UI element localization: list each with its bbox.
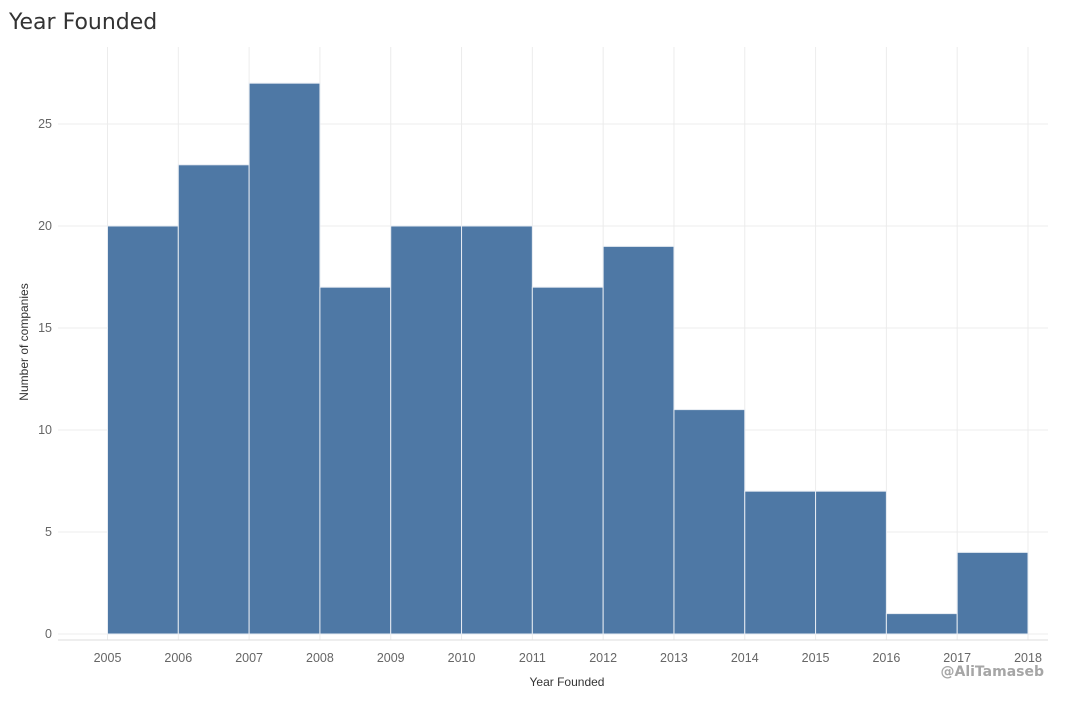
bar-2012: [602, 245, 675, 635]
x-axis-ticks: 2005 2006 2007 2008 2009 2010 2011 2012 2013 2014…: [94, 651, 1042, 665]
bar-2014: [744, 490, 817, 635]
bar-2006: [177, 164, 250, 635]
x-tick-label: 2005: [94, 651, 122, 665]
bar-2008: [319, 286, 392, 635]
y-tick-label: 5: [45, 525, 52, 539]
bar-2009: [390, 225, 463, 635]
x-axis-title: Year Founded: [530, 675, 605, 689]
y-axis-ticks: 0 5 10 15 20 25: [38, 117, 52, 641]
x-tick-label: 2006: [164, 651, 192, 665]
x-tick-label: 2007: [235, 651, 263, 665]
x-tick-label: 2016: [872, 651, 900, 665]
y-tick-label: 10: [38, 423, 52, 437]
y-tick-label: 20: [38, 219, 52, 233]
x-tick-label: 2010: [448, 651, 476, 665]
bar-2007: [248, 82, 321, 635]
x-tick-label: 2014: [731, 651, 759, 665]
x-tick-label: 2015: [802, 651, 830, 665]
bar-2013: [673, 409, 746, 635]
bar-2011: [531, 286, 604, 635]
y-axis-title: Number of companies: [17, 283, 31, 400]
page-title: Year Founded: [9, 10, 158, 35]
bar-2005: [107, 225, 179, 635]
x-tick-label: 2017: [943, 651, 971, 665]
x-tick-label: 2011: [519, 651, 546, 665]
x-tick-label: 2018: [1014, 651, 1042, 665]
bar-2017: [956, 551, 1029, 635]
x-tick-label: 2009: [377, 651, 405, 665]
bar-2010: [461, 225, 533, 635]
x-tick-label: 2008: [306, 651, 334, 665]
watermark-text: @AliTamaseb: [940, 664, 1044, 680]
y-tick-label: 25: [38, 117, 52, 131]
y-tick-label: 15: [38, 321, 52, 335]
bar-2016: [885, 613, 958, 635]
bar-2015: [815, 490, 887, 635]
x-tick-label: 2013: [660, 651, 688, 665]
y-tick-label: 0: [45, 627, 52, 641]
x-tick-label: 2012: [589, 651, 617, 665]
bars: [107, 82, 1029, 635]
